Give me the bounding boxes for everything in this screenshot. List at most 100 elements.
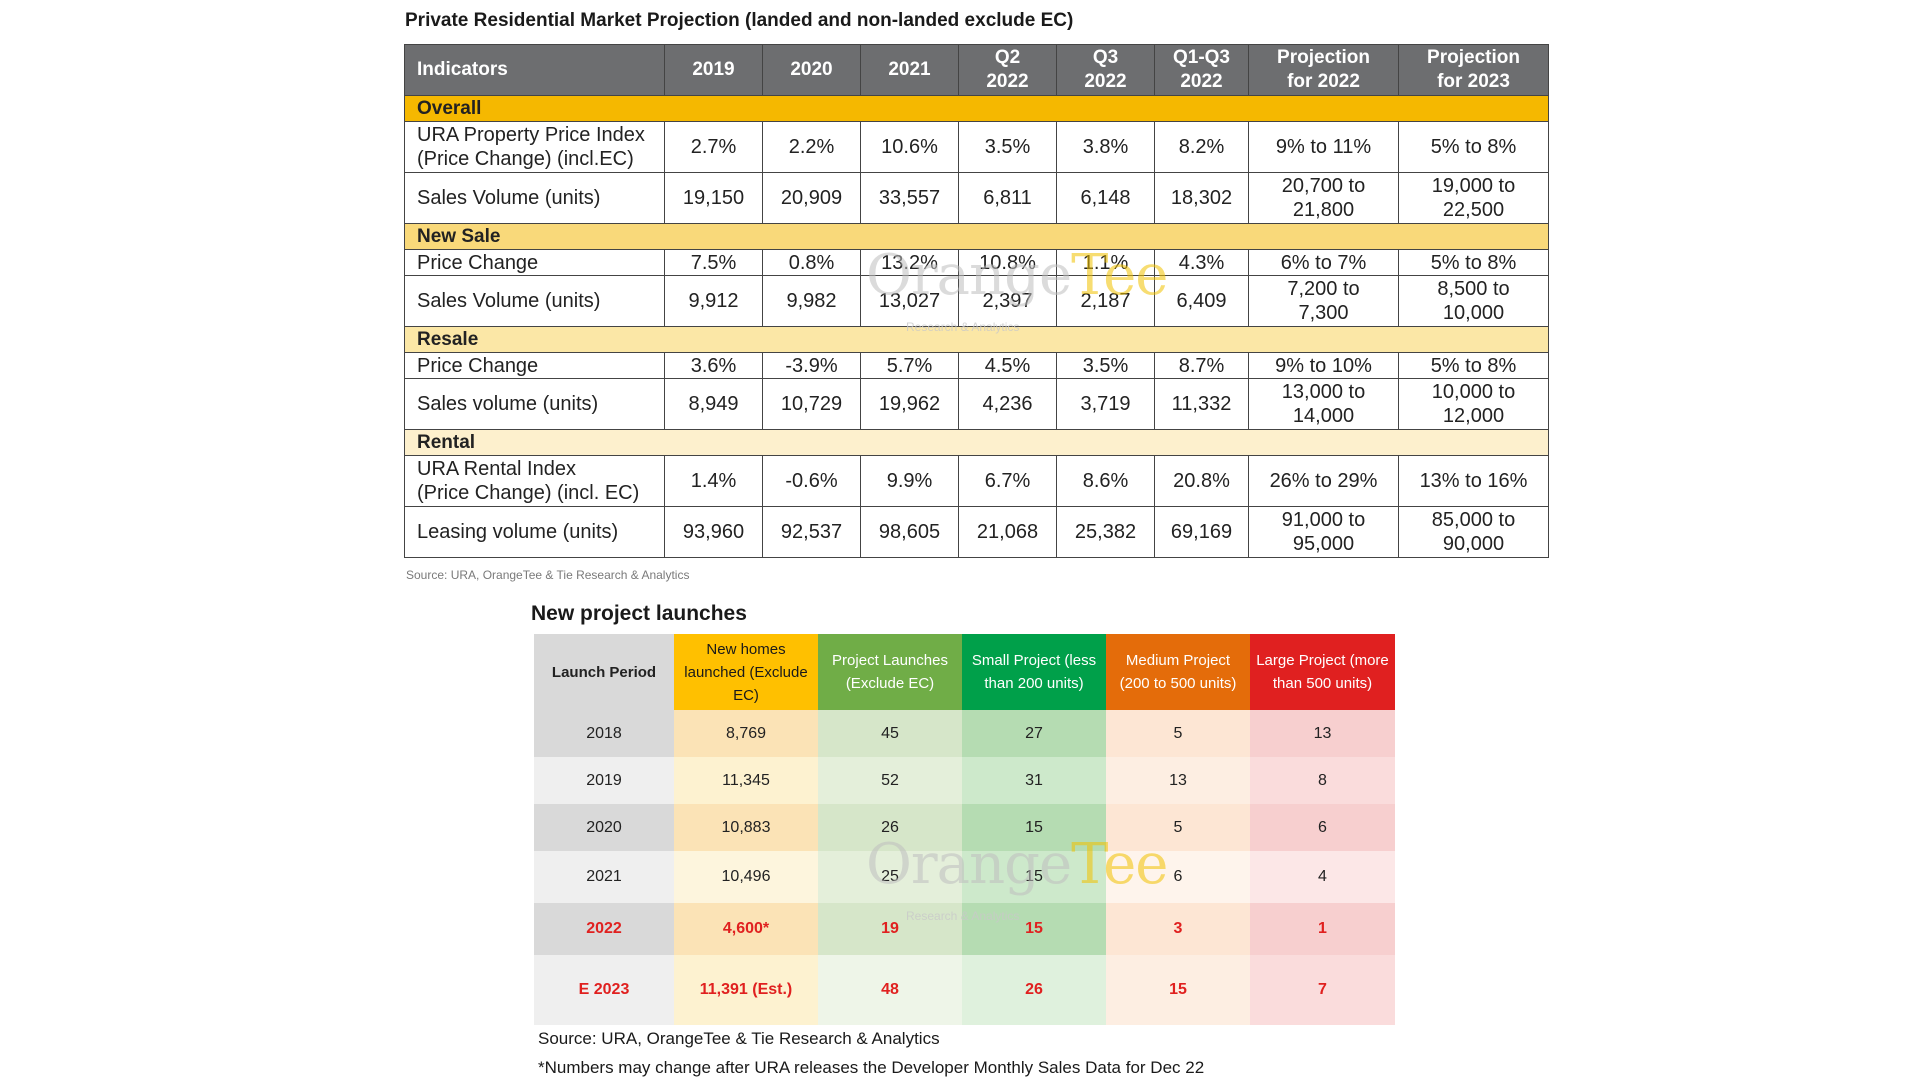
indicator-label: Leasing volume (units) [404,506,665,558]
header-projection-2022: Projection for 2022 [1248,44,1399,96]
projection-table: Indicators 2019 2020 2021 Q2 2022 Q3 202… [404,44,1549,558]
section-row: Rental [404,429,1549,456]
indicator-value: 2.2% [762,121,861,173]
indicator-row: Price Change 3.6% -3.9% 5.7% 4.5% 3.5% 8.7% 9% … [404,352,1549,379]
indicator-row: Price Change 7.5% 0.8% 13.2% 10.8% 1.1% 4.3% 6%… [404,249,1549,276]
header-small-project: Small Project (less than 200 units) [962,634,1106,710]
projection-source: Source: URA, OrangeTee & Tie Research & … [406,568,690,582]
indicator-value: 20,700 to 21,800 [1248,172,1399,224]
header-project-launches: Project Launches (Exclude EC) [818,634,962,710]
header-new-homes: New homes launched (Exclude EC) [674,634,818,710]
indicator-value: 11,332 [1154,378,1249,430]
large-project-value: 4 [1250,851,1395,903]
medium-project-value: 15 [1106,955,1250,1025]
indicator-value: 5.7% [860,352,959,379]
indicator-label: URA Rental Index (Price Change) (incl. E… [404,455,665,507]
header-large-project: Large Project (more than 500 units) [1250,634,1395,710]
indicator-value: 3.5% [1056,352,1155,379]
launch-period: 2018 [534,710,674,757]
medium-project-value: 5 [1106,710,1250,757]
indicator-row: Sales Volume (units) 9,912 9,982 13,027 2,39… [404,275,1549,327]
indicator-label: Sales volume (units) [404,378,665,430]
indicator-value: 13,000 to 14,000 [1248,378,1399,430]
header-medium-project: Medium Project (200 to 500 units) [1106,634,1250,710]
indicator-value: 25,382 [1056,506,1155,558]
medium-project-value: 6 [1106,851,1250,903]
new-homes-value: 10,883 [674,804,818,851]
indicator-label: Sales Volume (units) [404,172,665,224]
indicator-value: 26% to 29% [1248,455,1399,507]
launches-table: Launch Period New homes launched (Exclud… [534,634,1395,1025]
indicator-value: 6% to 7% [1248,249,1399,276]
indicator-value: 3.8% [1056,121,1155,173]
indicator-value: 5% to 8% [1398,249,1549,276]
medium-project-value: 5 [1106,804,1250,851]
indicator-value: 10,000 to 12,000 [1398,378,1549,430]
launches-row: 2021 10,496 25 15 6 4 [534,851,1395,903]
header-q2-2022: Q2 2022 [958,44,1057,96]
indicator-label: Price Change [404,352,665,379]
small-project-value: 31 [962,757,1106,804]
indicator-value: 19,150 [664,172,763,224]
indicator-value: 8.6% [1056,455,1155,507]
section-label: New Sale [404,223,1549,250]
small-project-value: 15 [962,903,1106,955]
indicator-value: 10.8% [958,249,1057,276]
indicator-value: 19,000 to 22,500 [1398,172,1549,224]
section-label: Overall [404,95,1549,122]
indicator-value: 4.3% [1154,249,1249,276]
launches-row: 2018 8,769 45 27 5 13 [534,710,1395,757]
indicator-value: 9,912 [664,275,763,327]
indicator-value: 85,000 to 90,000 [1398,506,1549,558]
indicator-value: 3.6% [664,352,763,379]
indicator-value: 9,982 [762,275,861,327]
indicator-value: 8,949 [664,378,763,430]
launches-notes: Source: URA, OrangeTee & Tie Research & … [538,1024,1204,1082]
indicator-value: 4.5% [958,352,1057,379]
indicator-value: 92,537 [762,506,861,558]
large-project-value: 13 [1250,710,1395,757]
indicator-value: 13,027 [860,275,959,327]
launch-period: 2019 [534,757,674,804]
indicator-value: 5% to 8% [1398,352,1549,379]
indicator-value: 7.5% [664,249,763,276]
header-indicators: Indicators [404,44,665,96]
indicator-value: 20,909 [762,172,861,224]
new-homes-value: 4,600* [674,903,818,955]
section-label: Resale [404,326,1549,353]
indicator-value: 6.7% [958,455,1057,507]
header-launch-period: Launch Period [534,634,674,710]
header-2019: 2019 [664,44,763,96]
large-project-value: 7 [1250,955,1395,1025]
indicator-value: 1.1% [1056,249,1155,276]
indicator-value: 0.8% [762,249,861,276]
indicator-row: Leasing volume (units) 93,960 92,537 98,605… [404,506,1549,558]
indicator-value: 13.2% [860,249,959,276]
indicator-value: 2,397 [958,275,1057,327]
indicator-value: 9% to 11% [1248,121,1399,173]
new-homes-value: 11,391 (Est.) [674,955,818,1025]
indicator-value: 2,187 [1056,275,1155,327]
indicator-value: 6,409 [1154,275,1249,327]
project-launches-value: 26 [818,804,962,851]
launch-period: E 2023 [534,955,674,1025]
project-launches-value: 19 [818,903,962,955]
indicator-value: 6,148 [1056,172,1155,224]
header-2021: 2021 [860,44,959,96]
indicator-value: 69,169 [1154,506,1249,558]
indicator-value: 18,302 [1154,172,1249,224]
large-project-value: 8 [1250,757,1395,804]
small-project-value: 27 [962,710,1106,757]
indicator-value: 9.9% [860,455,959,507]
launch-period: 2021 [534,851,674,903]
indicator-value: 19,962 [860,378,959,430]
launches-row: E 2023 11,391 (Est.) 48 26 15 7 [534,955,1395,1025]
new-homes-value: 11,345 [674,757,818,804]
indicator-row: URA Property Price Index (Price Change) … [404,121,1549,173]
header-q3-2022: Q3 2022 [1056,44,1155,96]
section-label: Rental [404,429,1549,456]
header-2020: 2020 [762,44,861,96]
large-project-value: 1 [1250,903,1395,955]
indicator-value: 10.6% [860,121,959,173]
section-row: Overall [404,95,1549,122]
